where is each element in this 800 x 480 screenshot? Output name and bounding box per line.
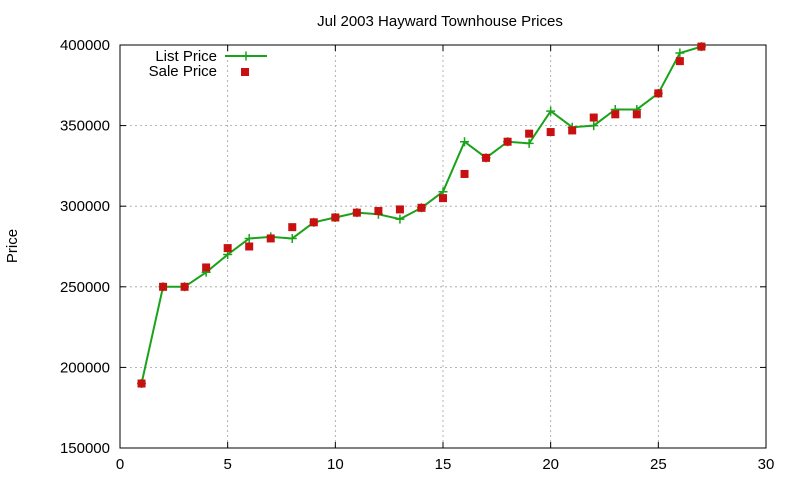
data-point-list-price xyxy=(546,106,556,116)
data-point-sale-price xyxy=(439,194,447,203)
series-list-price xyxy=(137,42,706,389)
y-tick-label: 250000 xyxy=(60,279,110,296)
data-point-sale-price xyxy=(546,128,555,137)
y-tick-labels: 150000 200000 250000 300000 350000 400000 xyxy=(60,37,110,457)
data-point-sale-price xyxy=(460,169,469,178)
data-point-sale-price xyxy=(482,153,491,162)
x-tick-label: 30 xyxy=(758,456,775,473)
y-axis-label: Price xyxy=(4,229,21,263)
x-tick-label: 10 xyxy=(327,456,344,473)
x-tick-label: 0 xyxy=(116,456,124,473)
data-point-list-price xyxy=(460,137,470,147)
chart-title: Jul 2003 Hayward Townhouse Prices xyxy=(317,13,563,30)
data-point-sale-price xyxy=(245,242,254,251)
data-point-sale-price xyxy=(137,379,146,388)
data-point-sale-price xyxy=(159,282,168,291)
y-tick-label: 400000 xyxy=(60,37,110,54)
data-point-sale-price xyxy=(374,207,383,216)
data-point-sale-price xyxy=(352,208,361,217)
data-point-sale-price xyxy=(654,89,663,98)
data-point-sale-price xyxy=(223,244,232,253)
data-point-list-price xyxy=(244,233,254,243)
series-line-list-price xyxy=(140,45,702,384)
grid xyxy=(120,45,766,448)
x-tick-label: 20 xyxy=(542,456,559,473)
data-point-list-price xyxy=(395,214,405,224)
data-point-list-price xyxy=(675,48,685,58)
data-point-sale-price xyxy=(525,129,534,138)
data-point-sale-price xyxy=(309,218,318,227)
x-tick-label: 5 xyxy=(223,456,231,473)
data-point-sale-price xyxy=(675,57,684,66)
x-tick-labels: 0 5 10 15 20 25 30 xyxy=(116,456,775,473)
plot-frame xyxy=(119,44,767,449)
data-point-sale-price xyxy=(288,223,297,232)
x-tick-label: 15 xyxy=(435,456,452,473)
data-point-sale-price xyxy=(395,205,404,214)
y-tick-label: 300000 xyxy=(60,198,110,215)
data-point-sale-price xyxy=(632,110,641,119)
data-point-list-price xyxy=(524,138,534,148)
data-point-sale-price xyxy=(589,113,598,122)
data-point-list-price xyxy=(287,233,297,243)
data-point-sale-price xyxy=(503,137,512,146)
data-point-list-price xyxy=(589,121,599,131)
y-tick-label: 200000 xyxy=(60,359,110,376)
data-point-sale-price xyxy=(266,234,275,243)
data-point-sale-price xyxy=(568,126,577,135)
legend-plus-marker xyxy=(241,51,251,61)
x-tick-label: 25 xyxy=(650,456,667,473)
data-point-sale-price xyxy=(611,110,620,119)
legend-marker-sale-price xyxy=(241,68,249,76)
data-point-sale-price xyxy=(180,282,189,291)
series-sale-price xyxy=(137,42,706,388)
legend: List Price Sale Price xyxy=(149,48,267,80)
y-tick-label: 350000 xyxy=(60,118,110,135)
legend-label-sale-price: Sale Price xyxy=(149,63,217,80)
data-point-sale-price xyxy=(331,213,340,222)
legend-marker-list-price xyxy=(241,51,251,61)
data-point-sale-price xyxy=(417,203,426,212)
series xyxy=(137,42,706,389)
data-point-sale-price xyxy=(202,263,211,272)
legend-label-list-price: List Price xyxy=(155,48,217,65)
data-point-sale-price xyxy=(697,42,706,51)
y-tick-label: 150000 xyxy=(60,440,110,457)
